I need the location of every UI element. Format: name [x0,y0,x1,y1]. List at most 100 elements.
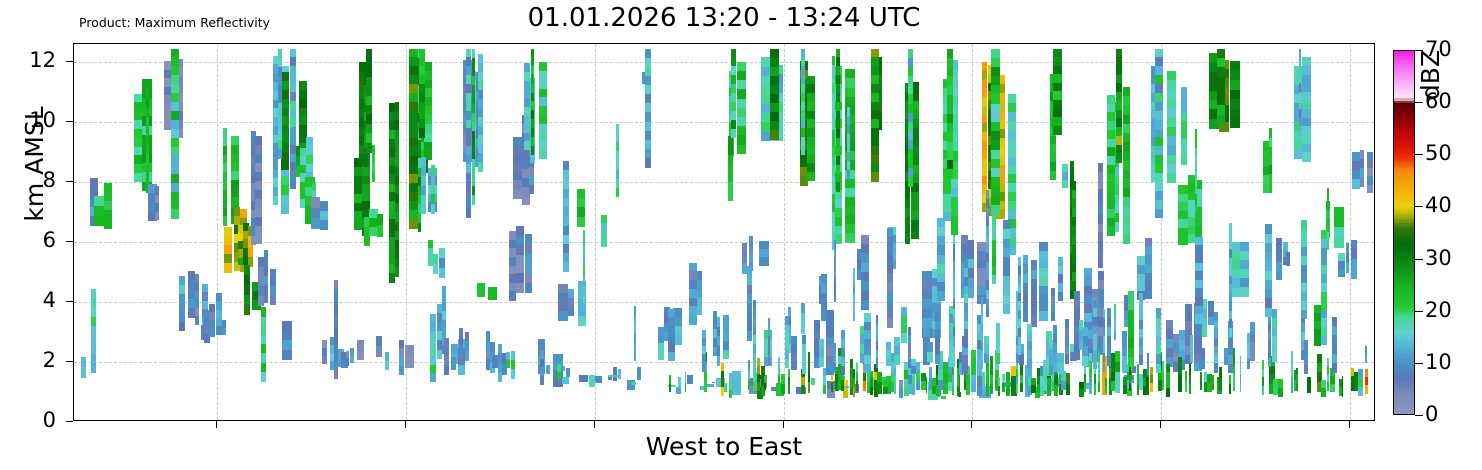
reflectivity-cell [1188,191,1198,201]
reflectivity-cell [466,119,471,129]
reflectivity-cell [589,375,595,388]
reflectivity-cell [163,61,174,71]
reflectivity-cell [358,144,367,155]
reflectivity-cell [1228,375,1232,385]
reflectivity-cell [1194,320,1202,330]
reflectivity-cell [1155,190,1163,201]
reflectivity-cell [255,207,262,218]
reflectivity-cell [1314,337,1321,346]
reflectivity-cell [777,121,783,132]
reflectivity-cell [992,265,997,276]
reflectivity-cell [282,321,292,332]
reflectivity-cell [844,69,855,79]
reflectivity-cell [240,209,247,219]
reflectivity-cell [472,149,475,160]
reflectivity-cell [1181,138,1188,148]
reflectivity-cell [1106,226,1116,236]
reflectivity-cell [1039,259,1049,269]
reflectivity-cell [1195,216,1202,227]
reflectivity-cell [761,385,765,396]
reflectivity-cell [1298,109,1302,119]
reflectivity-cell [1155,199,1163,210]
reflectivity-cell [1206,382,1213,392]
reflectivity-cell [577,316,586,326]
reflectivity-cell [728,381,732,391]
colorbar-segment [1394,121,1414,125]
reflectivity-cell [1036,383,1041,393]
reflectivity-cell [1218,377,1222,390]
reflectivity-cell [644,57,651,68]
reflectivity-cell [444,347,450,357]
reflectivity-cell [996,120,1005,130]
reflectivity-cell [250,209,256,219]
reflectivity-cell [887,318,893,328]
reflectivity-cell [981,105,988,116]
reflectivity-cell [539,350,545,360]
reflectivity-cell [752,362,757,372]
reflectivity-cell [1298,57,1302,67]
reflectivity-cell [1047,386,1051,397]
reflectivity-cell [1018,283,1021,294]
reflectivity-cell [844,133,855,143]
reflectivity-cell [513,189,523,199]
reflectivity-cell [89,177,98,189]
reflectivity-cell [958,352,963,364]
colorbar-segment [1394,392,1414,396]
reflectivity-cell [358,153,367,164]
reflectivity-cell [608,374,613,380]
reflectivity-cell [891,362,894,373]
reflectivity-cell [727,154,733,165]
reflectivity-cell [777,374,781,385]
reflectivity-cell [1128,374,1132,384]
reflectivity-cell [576,198,586,209]
reflectivity-cell [840,338,845,349]
reflectivity-cell [1003,276,1011,287]
reflectivity-cell [1027,367,1033,378]
reflectivity-cell [937,227,945,237]
reflectivity-cell [1109,359,1113,369]
reflectivity-cell [1097,189,1103,199]
reflectivity-cell [358,80,367,91]
reflectivity-cell [171,57,180,67]
reflectivity-cell [1265,233,1273,244]
reflectivity-cell [1018,310,1021,320]
reflectivity-cell [1167,136,1177,146]
reflectivity-cell [1290,350,1294,360]
reflectivity-cell [1165,388,1171,397]
reflectivity-cell [1052,343,1057,354]
colorbar-segment [1394,340,1414,344]
reflectivity-cell [562,207,569,217]
reflectivity-cell [361,209,370,219]
x-axis-tick [782,421,784,428]
colorbar-segment [1394,137,1414,141]
reflectivity-cell [260,371,266,382]
reflectivity-cell [977,268,987,278]
reflectivity-cell [334,342,339,353]
reflectivity-cell [1167,98,1177,109]
reflectivity-cell [722,349,729,359]
reflectivity-cell [977,376,983,387]
reflectivity-cell [1290,367,1294,377]
reflectivity-cell [1113,312,1117,323]
reflectivity-cell [1262,377,1265,387]
reflectivity-cell [417,121,421,132]
reflectivity-cell [1083,294,1092,305]
reflectivity-cell [911,137,920,148]
reflectivity-cell [997,377,1000,387]
reflectivity-cell [421,194,427,205]
reflectivity-cell [1272,326,1277,337]
reflectivity-cell [756,357,760,367]
reflectivity-cell [388,165,395,176]
reflectivity-cell [722,332,729,342]
reflectivity-cell [408,111,419,121]
reflectivity-cell [749,244,754,255]
reflectivity-cell [260,344,266,355]
colorbar-segment [1394,191,1414,196]
reflectivity-cell [952,253,955,263]
reflectivity-cell [272,152,279,162]
reflectivity-cell [1268,174,1273,184]
reflectivity-cell [250,192,256,202]
reflectivity-cell [1155,164,1163,174]
reflectivity-cell [948,314,955,324]
colorbar-segment [1394,241,1414,245]
